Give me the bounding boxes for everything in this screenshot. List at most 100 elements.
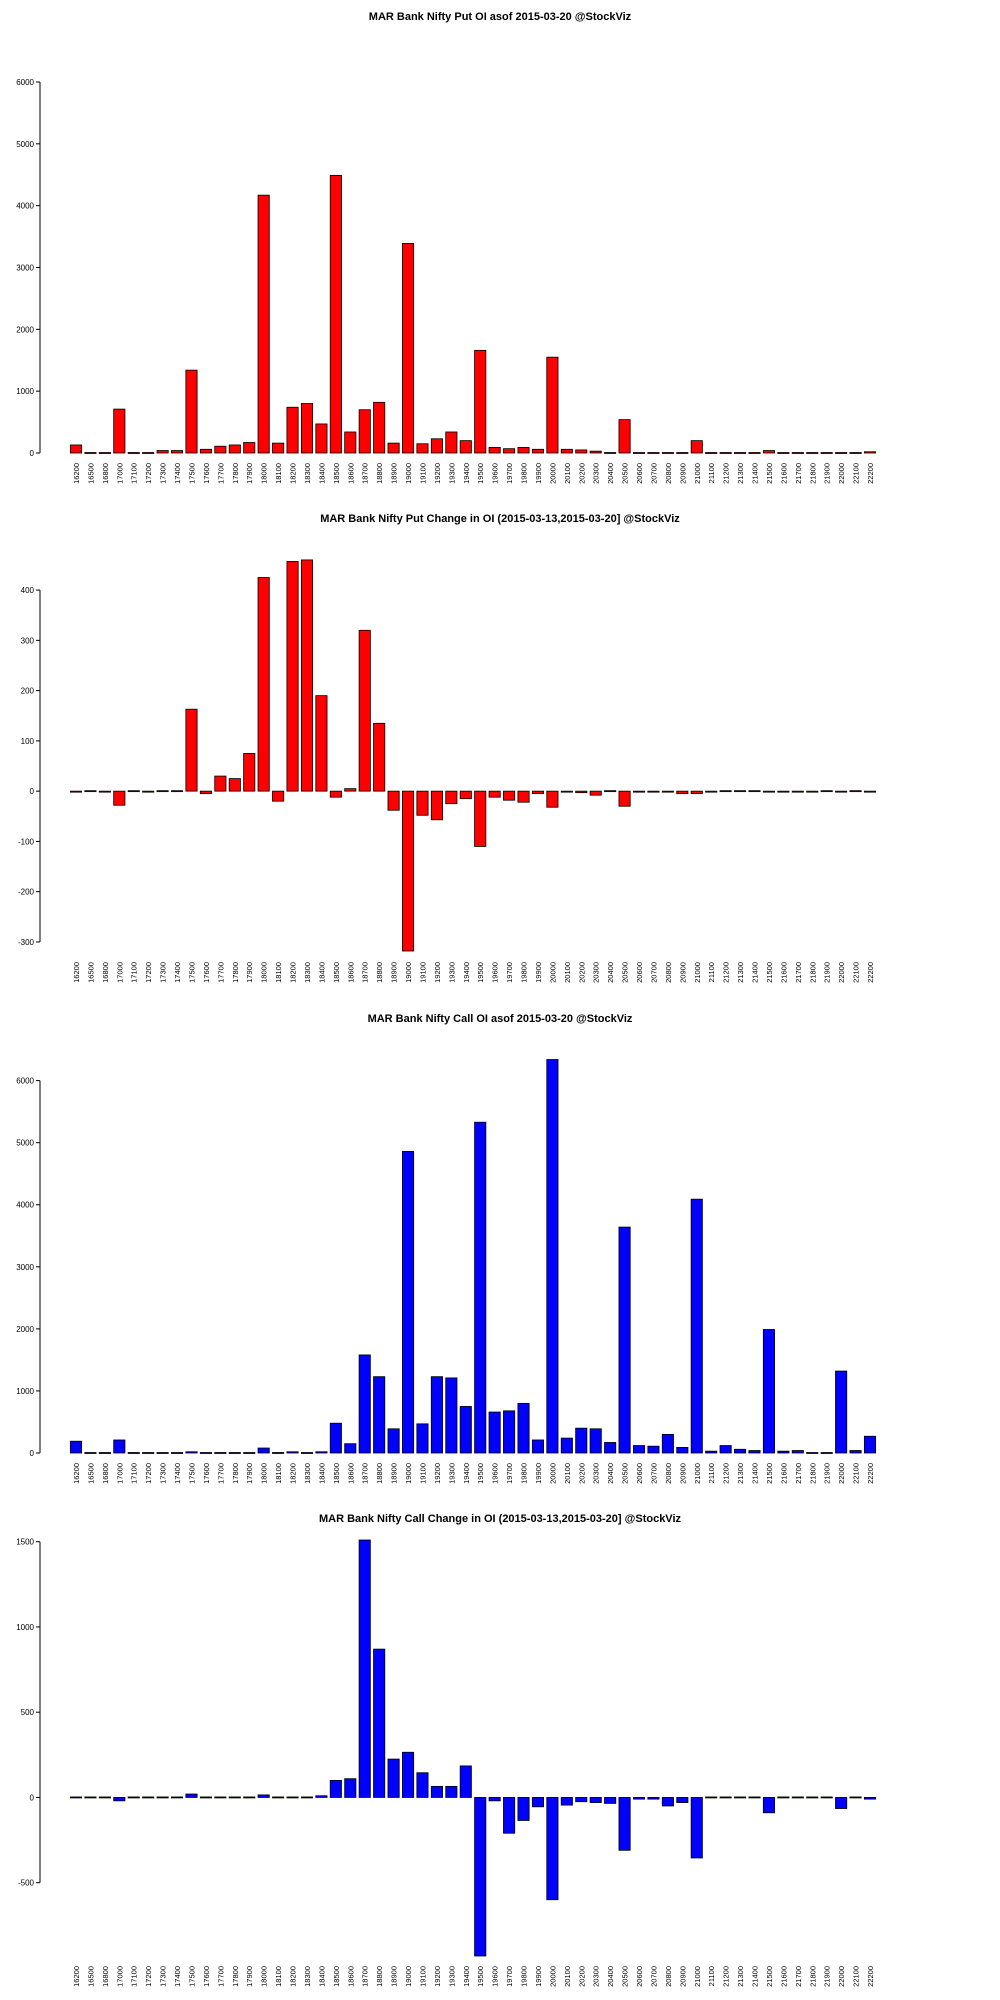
y-tick-label: 6000 <box>16 78 34 87</box>
x-tick-label: 21500 <box>765 463 774 484</box>
x-tick-label: 20100 <box>563 463 572 484</box>
x-tick-label: 18000 <box>260 463 269 484</box>
bar-17400 <box>171 790 184 793</box>
bar-18500 <box>329 174 342 454</box>
bar-16800 <box>98 790 111 793</box>
x-tick-label: 22200 <box>866 1463 875 1484</box>
bar-19000 <box>402 790 415 952</box>
bar-21000 <box>690 790 703 795</box>
x-tick-label: 20500 <box>621 1463 630 1484</box>
x-tick-label: 17600 <box>202 1966 211 1987</box>
x-tick-label: 18900 <box>390 1463 399 1484</box>
bar-21800 <box>806 790 819 793</box>
x-tick-label: 19000 <box>404 1966 413 1987</box>
y-tick-label: 100 <box>21 737 35 746</box>
bar-21600 <box>777 790 790 793</box>
bar-19100 <box>416 1423 429 1454</box>
x-tick-label: 21000 <box>693 1966 702 1987</box>
bar-22200 <box>863 1435 877 1454</box>
bar-18700 <box>358 629 371 792</box>
bar-18200 <box>286 1451 299 1454</box>
x-tick-label: 20800 <box>664 962 673 983</box>
y-tick-label: 2000 <box>16 1325 34 1334</box>
x-tick-label: 19700 <box>505 1966 514 1987</box>
bar-21700 <box>791 1796 804 1799</box>
bar-17800 <box>228 778 241 792</box>
x-tick-label: 18000 <box>260 962 269 983</box>
bar-19900 <box>531 1797 544 1808</box>
x-tick-label: 19200 <box>433 1463 442 1484</box>
y-tick-label: -500 <box>18 1879 35 1888</box>
x-tick-label: 17200 <box>144 962 153 983</box>
x-tick-label: 20400 <box>606 962 615 983</box>
bar-17300 <box>156 790 169 793</box>
bar-18800 <box>373 722 386 792</box>
y-tick-label: 0 <box>30 1793 35 1802</box>
bar-19400 <box>459 790 472 800</box>
bar-19100 <box>416 790 429 816</box>
call-oi-change-chart: MAR Bank Nifty Call Change in OI (2015-0… <box>0 1500 1000 2000</box>
x-tick-label: 22000 <box>837 1966 846 1987</box>
bar-21200 <box>719 1445 732 1454</box>
bar-20300 <box>589 1428 602 1454</box>
bar-16200 <box>69 444 83 454</box>
x-tick-label: 16500 <box>86 1966 95 1987</box>
x-tick-label: 16800 <box>101 1463 110 1484</box>
bar-18400 <box>315 1451 328 1454</box>
bar-19900 <box>531 790 544 795</box>
x-tick-label: 21300 <box>736 463 745 484</box>
x-tick-label: 20000 <box>548 962 557 983</box>
bar-19200 <box>430 1376 443 1454</box>
x-tick-label: 19500 <box>476 962 485 983</box>
bar-20600 <box>632 790 646 793</box>
bar-16800 <box>98 1796 111 1799</box>
bar-20300 <box>589 450 602 454</box>
bar-17800 <box>228 1796 241 1799</box>
bar-21600 <box>777 1450 790 1454</box>
x-tick-label: 16800 <box>101 1966 110 1987</box>
bar-19700 <box>503 790 516 801</box>
x-tick-label: 17300 <box>159 1463 168 1484</box>
x-tick-label: 17500 <box>187 1966 196 1987</box>
bar-19700 <box>503 1410 516 1454</box>
x-tick-label: 21200 <box>722 1463 731 1484</box>
bar-20100 <box>560 448 573 454</box>
bar-18100 <box>272 1452 285 1454</box>
bar-20400 <box>604 1442 617 1454</box>
x-tick-label: 21800 <box>808 1966 817 1987</box>
bar-17600 <box>199 1452 212 1454</box>
bar-17200 <box>142 452 155 454</box>
x-tick-label: 19300 <box>447 463 456 484</box>
x-tick-label: 19400 <box>462 463 471 484</box>
bar-20200 <box>575 1797 588 1803</box>
x-tick-label: 18800 <box>375 962 384 983</box>
bar-17100 <box>127 1796 140 1799</box>
x-tick-label: 20000 <box>548 463 557 484</box>
y-tick-label: 0 <box>30 787 35 796</box>
bar-19700 <box>503 448 516 454</box>
bar-17900 <box>243 1452 256 1454</box>
x-tick-label: 18300 <box>303 1966 312 1987</box>
x-tick-label: 21300 <box>736 1463 745 1484</box>
x-tick-label: 18300 <box>303 1463 312 1484</box>
bar-22000 <box>835 452 848 454</box>
x-tick-label: 18400 <box>317 962 326 983</box>
x-tick-label: 21400 <box>751 1966 760 1987</box>
bar-22200 <box>863 451 877 454</box>
x-tick-label: 16200 <box>72 1966 81 1987</box>
bar-19300 <box>445 1785 458 1798</box>
y-tick-label: 5000 <box>16 140 34 149</box>
x-tick-label: 19500 <box>476 1966 485 1987</box>
x-tick-label: 21700 <box>794 962 803 983</box>
x-tick-label: 19800 <box>520 1966 529 1987</box>
bar-19800 <box>517 447 530 454</box>
x-tick-label: 17300 <box>159 962 168 983</box>
bar-19500 <box>474 1121 487 1454</box>
bar-20000 <box>546 356 559 454</box>
x-tick-label: 18200 <box>289 962 298 983</box>
x-tick-label: 21200 <box>722 463 731 484</box>
bar-17400 <box>171 450 184 454</box>
bar-18400 <box>315 423 328 454</box>
bar-19200 <box>430 1785 443 1798</box>
x-tick-label: 20600 <box>635 463 644 484</box>
